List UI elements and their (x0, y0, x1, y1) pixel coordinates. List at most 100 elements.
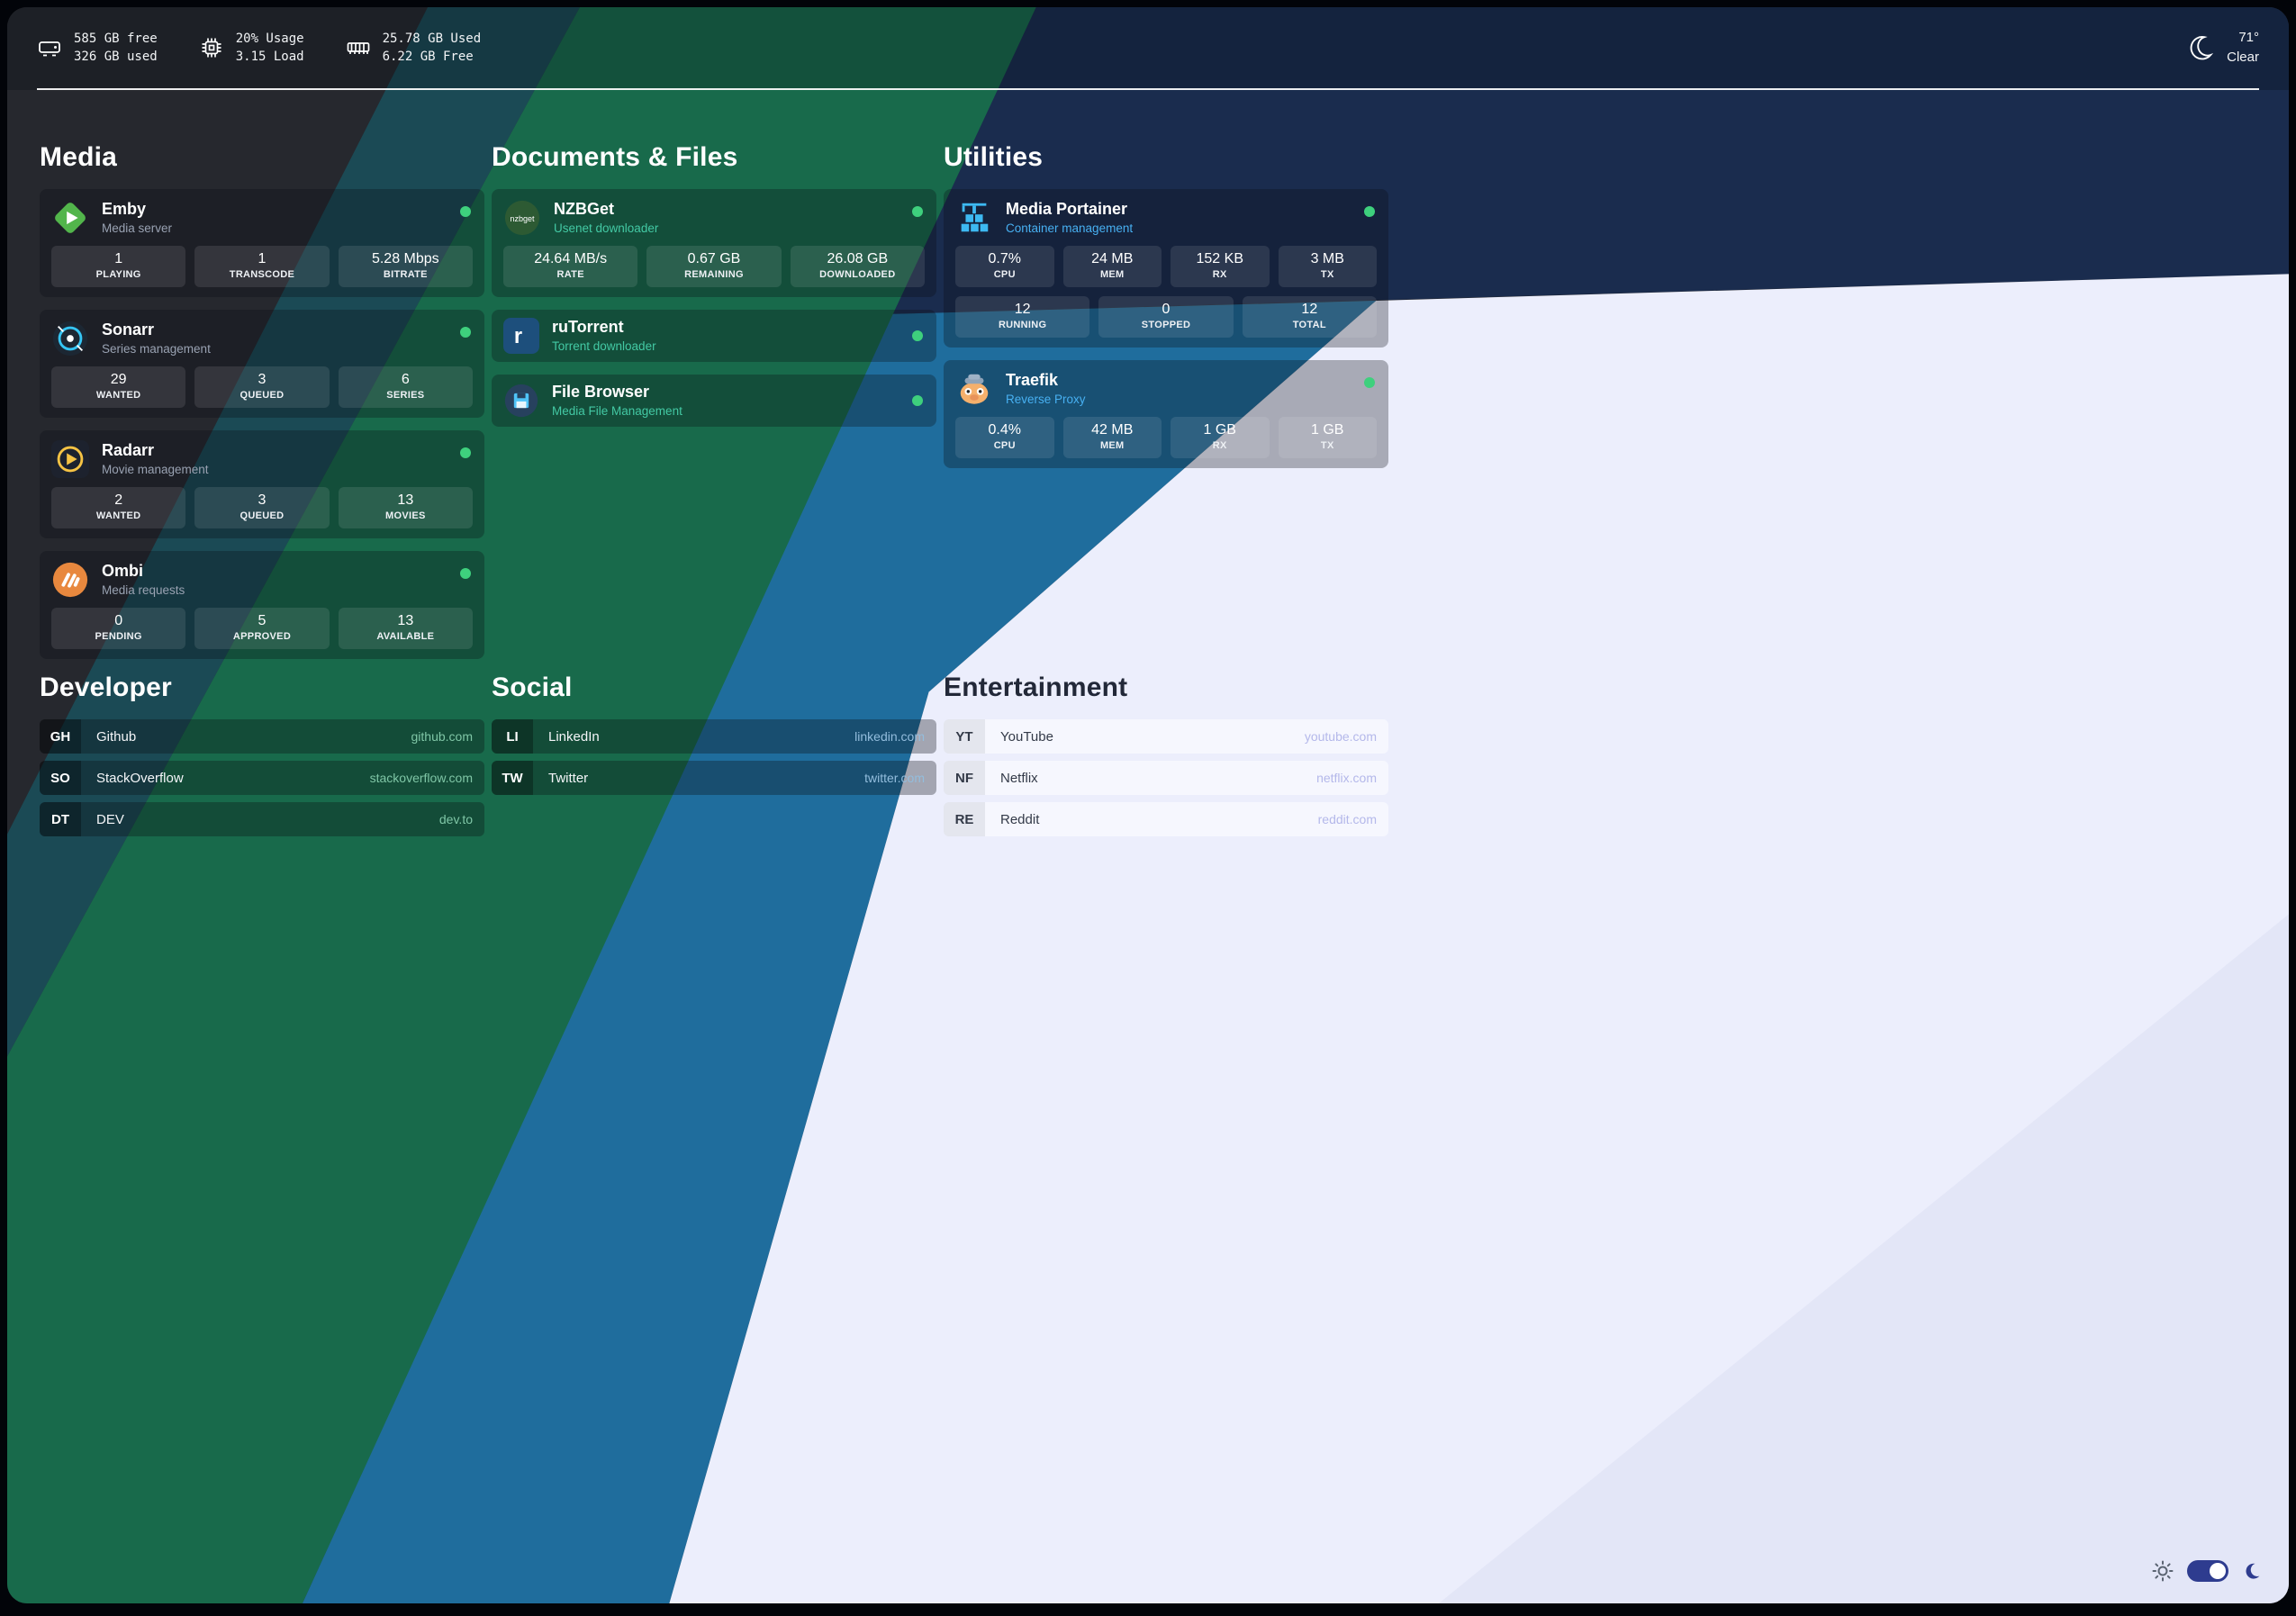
stat-value: 1 (114, 251, 123, 266)
stat-box: 152 KB RX (1171, 246, 1270, 287)
stat-value: 152 KB (1196, 251, 1243, 266)
bookmark-url: dev.to (438, 812, 473, 826)
stat-box: 29 WANTED (51, 366, 186, 408)
stat-label: RX (1212, 269, 1227, 280)
bookmark-abbr: GH (40, 719, 81, 754)
stat-label: CPU (993, 440, 1016, 451)
filebrowser-icon (504, 384, 538, 418)
bookmark-name: YouTube (1000, 728, 1053, 745)
stat-label: WANTED (95, 510, 141, 521)
service-card-emby[interactable]: Emby Media server 1 PLAYING 1 TRANSCODE (40, 189, 484, 297)
stat-box: 0.67 GB REMAINING (646, 246, 782, 287)
stat-box: 2 WANTED (51, 487, 186, 528)
portainer-icon (961, 203, 989, 232)
stat-value: 5.28 Mbps (371, 251, 439, 266)
service-subtitle: Torrent downloader (552, 339, 656, 353)
service-card-rutorrent[interactable]: r ruTorrent Torrent downloader (492, 310, 936, 362)
stat-value: 5 (258, 613, 267, 628)
bookmark-url: netflix.com (1316, 771, 1377, 785)
stat-value: 24.64 MB/s (534, 251, 608, 266)
memory-icon (347, 42, 369, 54)
service-title: Media Portainer (1006, 200, 1128, 218)
service-card-nzbget[interactable]: nzbget NZBGet Usenet downloader 24.64 MB… (492, 189, 936, 297)
status-online-dot (460, 447, 471, 458)
bookmark-linkedin[interactable]: LI LinkedIn linkedin.com (492, 719, 936, 754)
service-card-filebrowser[interactable]: File Browser Media File Management (492, 375, 936, 427)
background-wallpaper (7, 7, 2289, 1603)
service-title: Radarr (102, 441, 155, 459)
bookmark-url: stackoverflow.com (369, 771, 473, 785)
section-documents: Documents & Files nzbget NZBGet Usenet d… (492, 142, 936, 673)
stat-value: 1 (258, 251, 267, 266)
cpu-icon (202, 38, 221, 58)
service-card-traefik[interactable]: Traefik Reverse Proxy 0.4% CPU 42 MB MEM (944, 360, 1388, 468)
stat-value: 42 MB (1091, 422, 1134, 438)
cpu-load-text: 3.15 Load (235, 50, 304, 64)
stat-label: RATE (556, 269, 584, 280)
bookmark-github[interactable]: GH Github github.com (40, 719, 484, 754)
service-subtitle: Container management (1006, 221, 1134, 235)
stat-value: 1 GB (1203, 422, 1236, 438)
stat-label: QUEUED (240, 510, 285, 521)
stat-label: WANTED (95, 390, 141, 401)
stat-value: 0.67 GB (687, 251, 741, 266)
bookmark-abbr: YT (944, 719, 985, 754)
system-stats-bar (7, 7, 2289, 90)
section-heading-media: Media (40, 142, 118, 172)
dashboard-grid: Media Emby Media server 1 (40, 90, 1388, 844)
stat-box: 5.28 Mbps BITRATE (338, 246, 473, 287)
dashboard-page: 585 GB free 326 GB used 20% Usage 3.15 L… (7, 7, 2289, 1603)
bookmark-netflix[interactable]: NF Netflix netflix.com (944, 761, 1388, 795)
bookmark-youtube[interactable]: YT YouTube youtube.com (944, 719, 1388, 754)
status-online-dot (1364, 377, 1375, 388)
stat-value: 0.4% (988, 422, 1021, 438)
section-heading-social: Social (492, 673, 573, 702)
dark-mode-icon[interactable] (2242, 1561, 2262, 1581)
stat-label: REMAINING (684, 269, 744, 280)
stat-label: QUEUED (240, 390, 285, 401)
section-heading-developer: Developer (40, 673, 172, 702)
status-online-dot (460, 206, 471, 217)
section-heading-documents: Documents & Files (492, 142, 738, 172)
stat-label: TX (1320, 440, 1334, 451)
light-mode-icon[interactable] (2152, 1560, 2174, 1582)
service-title: Ombi (102, 562, 144, 580)
bookmark-dev[interactable]: DT DEV dev.to (40, 802, 484, 836)
cpu-usage-text: 20% Usage (235, 31, 304, 46)
stat-box: 26.08 GB DOWNLOADED (790, 246, 925, 287)
moon-weather-icon (2190, 36, 2214, 60)
bookmark-abbr: SO (40, 761, 81, 795)
stat-box: 3 QUEUED (194, 487, 330, 528)
stat-box: 24 MB MEM (1062, 246, 1162, 287)
service-card-ombi[interactable]: Ombi Media requests 0 PENDING 5 APPROVED (40, 551, 484, 659)
service-card-portainer[interactable]: Media Portainer Container management 0.7… (944, 189, 1388, 348)
stat-box: 0.4% CPU (955, 417, 1054, 458)
status-online-dot (460, 327, 471, 338)
service-subtitle: Media requests (102, 583, 185, 597)
stat-box: 0.7% CPU (955, 246, 1054, 287)
stat-label: RUNNING (998, 320, 1047, 330)
stat-label: PENDING (95, 631, 142, 642)
bookmark-twitter[interactable]: TW Twitter twitter.com (492, 761, 936, 795)
stat-value: 3 (258, 372, 267, 387)
stat-label: BITRATE (383, 269, 428, 280)
section-heading-entertainment: Entertainment (944, 673, 1128, 702)
service-subtitle: Movie management (102, 463, 209, 476)
stat-value: 24 MB (1091, 251, 1134, 266)
service-card-radarr[interactable]: Radarr Movie management 2 WANTED 3 QUEUE… (40, 430, 484, 538)
svg-text:r: r (514, 325, 522, 348)
stat-value: 13 (397, 492, 414, 508)
emby-icon (55, 203, 86, 233)
section-media: Media Emby Media server 1 (40, 142, 484, 673)
stat-box: 13 AVAILABLE (338, 608, 473, 649)
bookmark-url: github.com (411, 729, 473, 744)
stat-box: 0 PENDING (51, 608, 186, 649)
stat-value: 1 GB (1311, 422, 1344, 438)
bookmark-name: Twitter (548, 770, 589, 786)
theme-toggle[interactable] (2187, 1560, 2228, 1582)
weather-temperature: 71° (2238, 30, 2259, 46)
service-card-sonarr[interactable]: Sonarr Series management 29 WANTED 3 QUE… (40, 310, 484, 418)
bookmark-stackoverflow[interactable]: SO StackOverflow stackoverflow.com (40, 761, 484, 795)
bookmark-reddit[interactable]: RE Reddit reddit.com (944, 802, 1388, 836)
